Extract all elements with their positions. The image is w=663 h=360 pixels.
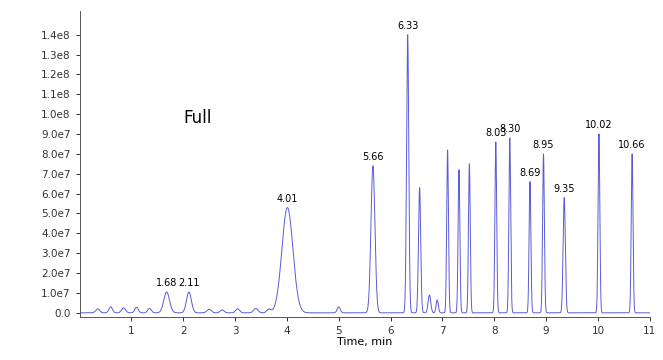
Text: Full: Full bbox=[183, 109, 211, 127]
Text: 4.01: 4.01 bbox=[276, 194, 298, 204]
Text: 5.66: 5.66 bbox=[362, 152, 384, 162]
Text: 9.35: 9.35 bbox=[554, 184, 575, 194]
Text: 10.66: 10.66 bbox=[619, 140, 646, 150]
Text: 2.11: 2.11 bbox=[178, 278, 200, 288]
Text: 10.02: 10.02 bbox=[585, 120, 613, 130]
X-axis label: Time, min: Time, min bbox=[337, 337, 392, 347]
Text: 1.68: 1.68 bbox=[156, 278, 177, 288]
Text: 8.69: 8.69 bbox=[519, 168, 541, 178]
Text: 8.03: 8.03 bbox=[485, 129, 507, 138]
Text: 6.33: 6.33 bbox=[397, 21, 418, 31]
Text: 8.95: 8.95 bbox=[533, 140, 554, 150]
Text: 8.30: 8.30 bbox=[499, 125, 520, 134]
